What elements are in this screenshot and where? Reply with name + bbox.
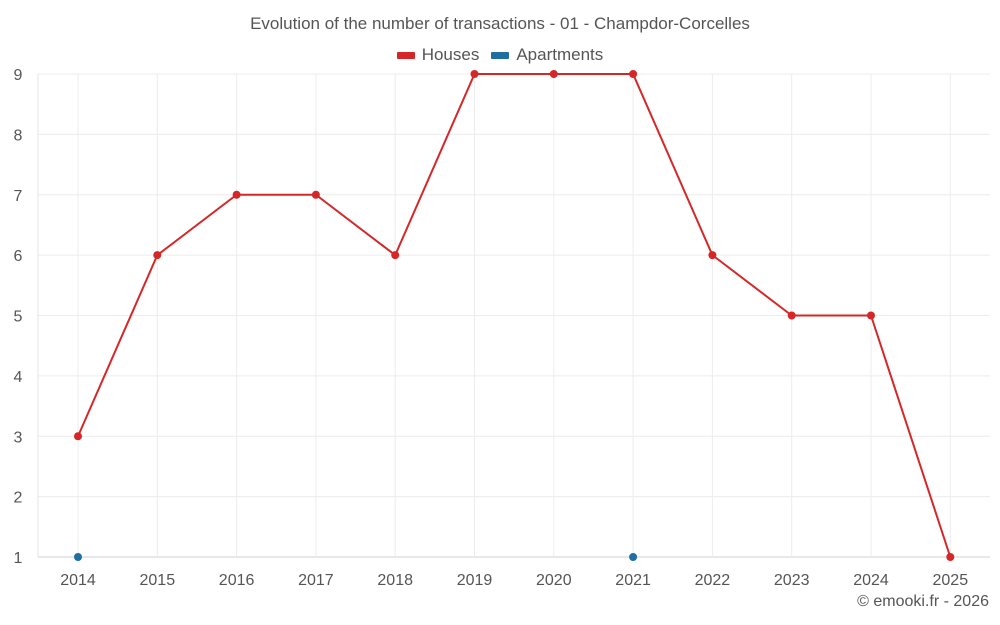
series-line-houses xyxy=(77,73,952,558)
data-point-houses xyxy=(153,251,162,260)
legend-swatch-apartments xyxy=(491,51,510,59)
data-point-houses xyxy=(391,251,400,260)
x-tick-label: 2025 xyxy=(933,572,969,589)
data-point-houses xyxy=(787,311,796,320)
legend-label-houses: Houses xyxy=(421,45,480,64)
y-tick-label: 3 xyxy=(14,429,23,446)
data-point-houses xyxy=(311,190,320,199)
y-tick-label: 1 xyxy=(14,550,23,567)
y-tick-label: 4 xyxy=(14,369,23,386)
data-point-houses xyxy=(549,70,558,78)
x-tick-label: 2024 xyxy=(853,572,889,589)
data-point-houses xyxy=(629,70,638,78)
y-tick-label: 8 xyxy=(14,127,23,144)
data-point-apartments xyxy=(74,553,82,561)
data-point-houses xyxy=(867,311,875,320)
y-tick-label: 9 xyxy=(14,67,23,84)
x-tick-label: 2014 xyxy=(60,572,96,589)
x-tick-label: 2018 xyxy=(377,572,413,589)
y-tick-label: 5 xyxy=(14,309,23,326)
x-tick-label: 2017 xyxy=(298,572,334,589)
legend-swatch-houses xyxy=(396,51,415,59)
legend-item-houses[interactable]: Houses xyxy=(396,45,480,65)
y-tick-label: 6 xyxy=(14,248,23,265)
x-tick-label: 2016 xyxy=(219,572,255,589)
data-point-houses xyxy=(946,553,955,561)
legend-label-apartments: Apartments xyxy=(516,45,604,64)
x-tick-label: 2020 xyxy=(536,572,572,589)
x-tick-label: 2021 xyxy=(615,572,651,589)
data-point-houses xyxy=(74,432,82,441)
data-point-apartments xyxy=(629,553,638,561)
x-tick-label: 2023 xyxy=(774,572,810,589)
credit-text: © emooki.fr - 2026 xyxy=(857,593,989,610)
y-tick-label: 2 xyxy=(14,490,23,507)
legend: Houses Apartments xyxy=(0,45,1000,65)
legend-item-apartments[interactable]: Apartments xyxy=(491,45,603,65)
chart-title: Evolution of the number of transactions … xyxy=(250,14,750,33)
x-tick-label: 2015 xyxy=(140,572,176,589)
data-point-houses xyxy=(232,190,241,199)
x-tick-label: 2022 xyxy=(695,572,731,589)
data-point-houses xyxy=(470,70,479,78)
y-tick-label: 7 xyxy=(14,188,23,205)
x-tick-label: 2019 xyxy=(457,572,493,589)
data-point-houses xyxy=(708,251,717,260)
